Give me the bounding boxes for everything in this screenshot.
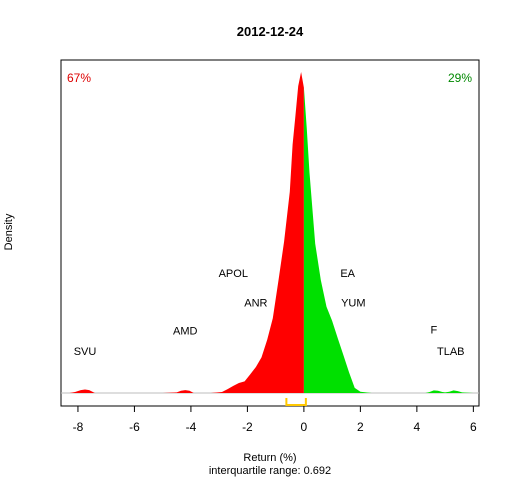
ticker-label: F [430,324,437,336]
iqr-subtitle: interquartile range: 0.692 [209,465,331,477]
positive-percentage: 29% [448,71,472,85]
ticker-label: APOL [219,268,248,280]
x-tick-label: 4 [414,420,421,434]
x-tick-label: -8 [73,420,84,434]
x-tick-label: 6 [470,420,477,434]
iqr-bracket [285,398,307,406]
ticker-label: EA [340,268,355,280]
ticker-label: SVU [74,346,97,358]
x-tick-label: 0 [301,420,308,434]
positive-density-area [303,87,474,393]
ticker-label: ANR [244,298,267,310]
x-tick-label: 2 [357,420,364,434]
x-axis-label: Return (%) [243,452,296,464]
chart-title: 2012-12-24 [237,24,304,39]
x-tick-label: -2 [242,420,253,434]
x-tick-label: -4 [186,420,197,434]
ticker-label: AMD [173,325,198,337]
ticker-label: TLAB [437,346,465,358]
negative-density-area [69,72,304,393]
ticker-label: YUM [341,298,365,310]
y-axis-label: Density [3,213,15,250]
negative-percentage: 67% [67,71,91,85]
x-tick-label: -6 [129,420,140,434]
